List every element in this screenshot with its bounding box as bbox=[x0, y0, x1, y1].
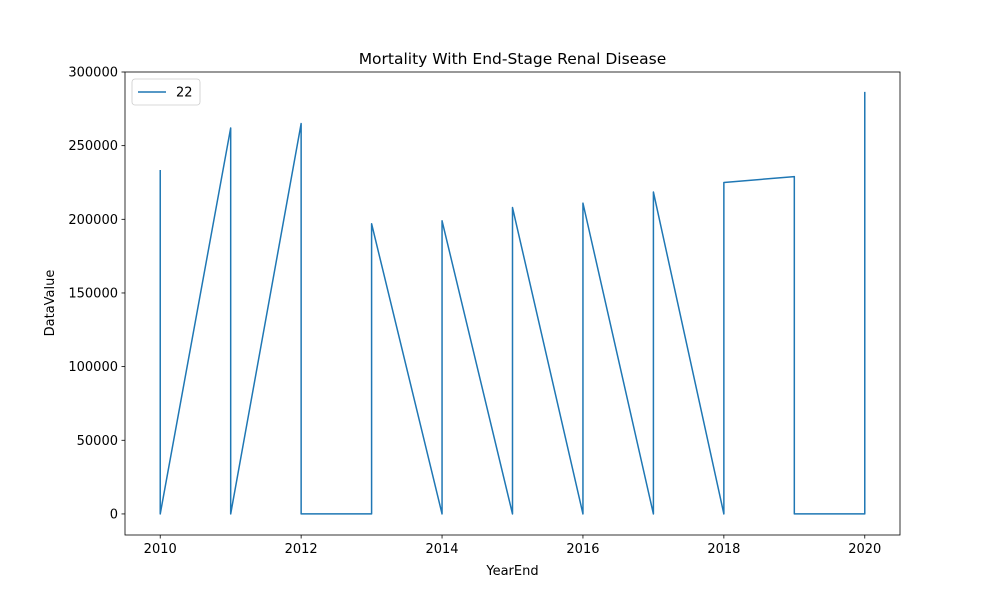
y-tick-label: 0 bbox=[110, 507, 118, 522]
chart-title: Mortality With End-Stage Renal Disease bbox=[359, 50, 667, 68]
y-tick-label: 250000 bbox=[68, 139, 118, 154]
legend-label-0: 22 bbox=[176, 86, 193, 101]
axes-frame bbox=[124, 71, 901, 536]
y-tick-label: 300000 bbox=[68, 66, 118, 81]
y-axis-title: DataValue bbox=[43, 270, 58, 337]
x-tick-label: 2010 bbox=[144, 542, 177, 557]
x-tick-label: 2012 bbox=[285, 542, 318, 557]
x-tick-label: 2014 bbox=[425, 542, 458, 557]
x-tick-label: 2016 bbox=[566, 542, 599, 557]
y-tick-label: 100000 bbox=[68, 360, 118, 375]
y-tick-label: 150000 bbox=[68, 286, 118, 301]
series-line-0 bbox=[159, 91, 866, 515]
x-axis-title: YearEnd bbox=[485, 564, 538, 579]
x-tick-label: 2018 bbox=[707, 542, 740, 557]
y-tick-label: 50000 bbox=[77, 434, 118, 449]
plot-area: 2010 2012 2014 2016 2018 2020 0 50000 100000 1500… bbox=[68, 66, 901, 557]
x-tick-label: 2020 bbox=[848, 542, 881, 557]
y-tick-label: 200000 bbox=[68, 213, 118, 228]
